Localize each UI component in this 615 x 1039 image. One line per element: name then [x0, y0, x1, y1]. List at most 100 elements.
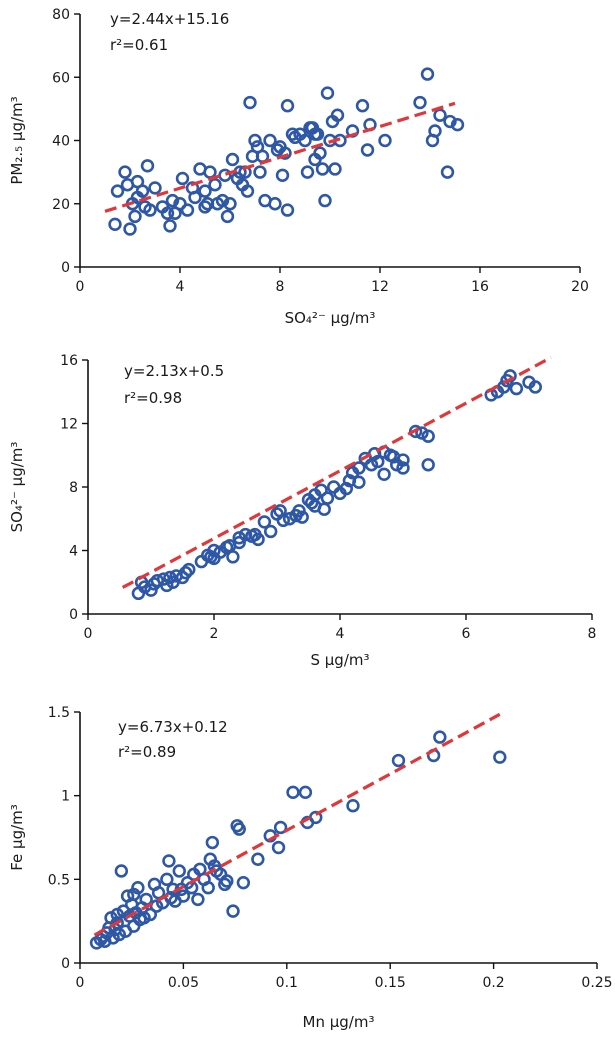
data-point: [220, 209, 235, 224]
r-squared-label: r²=0.89: [118, 743, 176, 761]
data-point: [144, 583, 158, 597]
data-point: [208, 178, 222, 192]
data-point: [433, 108, 447, 122]
data-point: [280, 99, 295, 113]
x-tick-label: 4: [176, 279, 185, 295]
data-point: [203, 165, 217, 179]
data-point: [135, 184, 150, 198]
data-point: [300, 165, 315, 179]
data-point: [131, 586, 146, 601]
data-point: [342, 473, 357, 488]
data-point: [114, 864, 129, 878]
x-tick-label: 20: [571, 279, 589, 295]
x-tick-label: 12: [371, 279, 389, 295]
data-point: [220, 874, 234, 888]
x-tick-label: 0.2: [482, 975, 504, 991]
data-point: [180, 203, 195, 217]
regression-line: [104, 101, 456, 213]
y-tick-label: 80: [52, 7, 70, 23]
data-point: [248, 527, 262, 542]
data-point: [238, 527, 253, 542]
data-point: [268, 197, 282, 211]
regression-line: [121, 356, 552, 589]
data-point: [226, 550, 240, 564]
y-tick-label: 20: [52, 197, 70, 213]
data-point: [371, 454, 385, 469]
data-point: [413, 95, 427, 110]
data-point: [240, 184, 255, 198]
data-point: [315, 162, 330, 176]
data-point: [298, 785, 313, 800]
data-point: [223, 539, 237, 553]
regression-equation: y=6.73x+0.12: [118, 718, 228, 736]
data-point: [127, 919, 141, 933]
data-point: [308, 127, 322, 141]
data-point: [493, 750, 507, 764]
data-point: [127, 887, 141, 902]
data-point: [391, 753, 406, 768]
data-point: [271, 840, 286, 855]
data-point: [386, 450, 401, 464]
data-point: [118, 165, 132, 179]
data-point: [215, 193, 230, 208]
data-point: [236, 875, 251, 890]
data-point: [313, 146, 327, 160]
data-point: [201, 880, 215, 895]
data-point: [314, 483, 328, 497]
data-point: [191, 892, 205, 907]
y-axis-label: PM₂.₅ µg/m³: [8, 96, 26, 184]
data-point: [243, 95, 257, 110]
data-point: [226, 904, 240, 918]
data-point: [286, 785, 300, 800]
data-point: [304, 496, 319, 510]
x-tick-label: 8: [588, 626, 597, 642]
data-point: [149, 899, 164, 913]
data-point: [257, 515, 272, 529]
y-tick-label: 12: [60, 417, 78, 433]
data-point: [295, 510, 309, 524]
data-point: [110, 907, 124, 922]
data-point: [328, 162, 342, 176]
y-tick-label: 40: [52, 134, 70, 150]
data-point: [198, 184, 212, 198]
data-point: [165, 193, 180, 208]
data-point: [251, 852, 265, 866]
data-point: [280, 203, 295, 217]
y-tick-label: 0: [61, 956, 70, 972]
y-tick-label: 16: [60, 353, 78, 369]
y-axis-label: Fe µg/m³: [8, 804, 26, 871]
data-point: [172, 864, 186, 878]
y-tick-label: 60: [52, 70, 70, 86]
data-point: [143, 203, 157, 217]
data-point: [207, 543, 221, 558]
y-tick-label: 1.5: [48, 705, 70, 721]
y-tick-label: 1: [61, 789, 70, 805]
data-point: [108, 217, 122, 232]
data-point: [360, 143, 375, 157]
x-tick-label: 2: [210, 626, 219, 642]
x-tick-label: 0: [76, 975, 85, 991]
x-tick-label: 0.1: [276, 975, 298, 991]
y-axis-label: SO₄²⁻ µg/m³: [8, 442, 26, 533]
data-point: [148, 181, 162, 195]
panel-fe-vs-mn: 0 0.05 0.1 0.15 0.2 0.25 0 0.5 1 1.5 Mn µg/m³ Fe µg…: [8, 705, 613, 1031]
data-point: [330, 108, 345, 122]
y-tick-label: 0.5: [48, 872, 70, 888]
data-point: [175, 171, 190, 186]
y-tick-label: 4: [69, 544, 78, 560]
data-point: [225, 152, 240, 167]
data-point: [162, 854, 176, 868]
x-axis-label: Mn µg/m³: [303, 1013, 375, 1031]
data-point: [421, 458, 435, 472]
data-point: [273, 820, 288, 835]
x-tick-label: 0.05: [168, 975, 199, 991]
data-point: [128, 209, 142, 224]
x-tick-label: 0: [84, 626, 93, 642]
data-point: [198, 200, 212, 214]
regression-equation: y=2.13x+0.5: [124, 362, 224, 380]
data-point: [285, 127, 300, 141]
x-axis-label: SO₄²⁻ µg/m³: [285, 309, 376, 327]
data-point: [232, 822, 246, 836]
data-point: [339, 481, 353, 496]
